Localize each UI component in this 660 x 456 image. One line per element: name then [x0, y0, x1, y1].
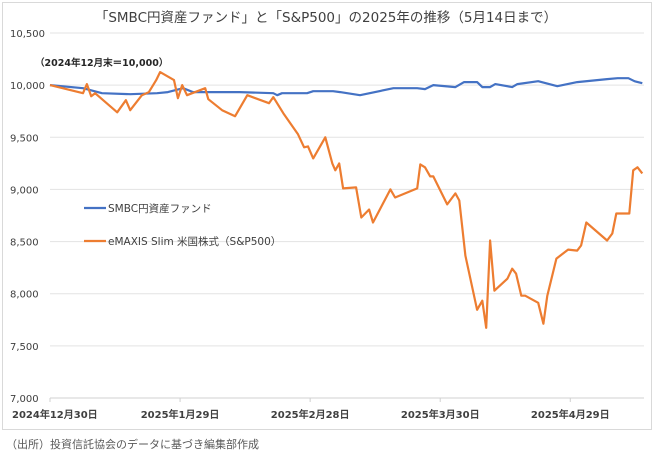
chart-frame	[2, 2, 652, 430]
chart-annotation: （2024年12月末＝10,000）	[35, 57, 168, 69]
series-line-0	[49, 77, 643, 97]
legend-label: SMBC円資産ファンド	[108, 202, 212, 215]
x-tick-label: 2025年3月30日	[401, 408, 480, 421]
y-tick-label: 8,500	[10, 238, 39, 249]
x-tick-label: 2025年4月29日	[531, 408, 610, 421]
series-line-1	[49, 70, 644, 329]
x-tick-label: 2025年1月29日	[141, 408, 220, 421]
y-tick-label: 8,000	[10, 290, 39, 301]
chart-title: 「SMBC円資産ファンド」と「S&P500」の2025年の推移（5月14日まで）	[95, 10, 557, 26]
source-note: （出所）投資信託協会のデータに基づき編集部作成	[6, 438, 259, 451]
y-tick-label: 10,500	[10, 29, 45, 40]
x-tick-label: 2025年2月28日	[271, 408, 350, 421]
y-tick-label: 9,000	[10, 185, 39, 196]
y-tick-label: 7,000	[10, 394, 39, 405]
y-tick-label: 9,500	[10, 133, 39, 144]
x-tick-label: 2024年12月30日	[12, 408, 98, 421]
y-tick-label: 10,000	[10, 81, 45, 92]
y-tick-label: 7,500	[10, 342, 39, 353]
legend-label: eMAXIS Slim 米国株式（S&P500）	[108, 235, 281, 248]
